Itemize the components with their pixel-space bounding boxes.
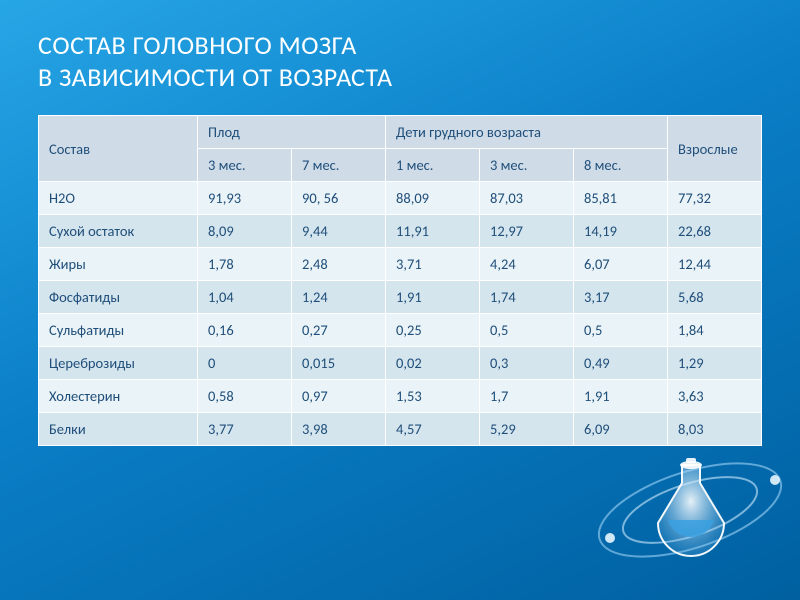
sub-7mo-fetus: 7 мес. [292, 149, 386, 182]
header-row-1: Состав Плод Дети грудного возраста Взрос… [39, 116, 762, 149]
cell: 11,91 [386, 215, 480, 248]
col-composition: Состав [39, 116, 198, 182]
cell: 4,24 [480, 248, 574, 281]
cell: 1,78 [198, 248, 292, 281]
row-label: Сульфатиды [39, 314, 198, 347]
cell: 3,77 [198, 413, 292, 446]
cell: 0,58 [198, 380, 292, 413]
cell: 1,91 [386, 281, 480, 314]
cell: 0,5 [573, 314, 667, 347]
cell: 0,015 [292, 347, 386, 380]
cell: 0,25 [386, 314, 480, 347]
cell: 3,98 [292, 413, 386, 446]
cell: 0,27 [292, 314, 386, 347]
cell: 1,04 [198, 281, 292, 314]
cell: 88,09 [386, 182, 480, 215]
title-line-2: В ЗАВИСИМОСТИ ОТ ВОЗРАСТА [38, 61, 393, 93]
cell: 12,97 [480, 215, 574, 248]
table-row: Цереброзиды 0 0,015 0,02 0,3 0,49 1,29 [39, 347, 762, 380]
sub-8mo-infant: 8 мес. [573, 149, 667, 182]
table-row: Холестерин 0,58 0,97 1,53 1,7 1,91 3,63 [39, 380, 762, 413]
cell: 8,09 [198, 215, 292, 248]
cell: 0,49 [573, 347, 667, 380]
cell: 1,91 [573, 380, 667, 413]
row-label: Холестерин [39, 380, 198, 413]
col-infants: Дети грудного возраста [386, 116, 668, 149]
cell: 1,74 [480, 281, 574, 314]
cell: 14,19 [573, 215, 667, 248]
cell: 8,03 [667, 413, 761, 446]
cell: 9,44 [292, 215, 386, 248]
cell: 6,09 [573, 413, 667, 446]
cell: 22,68 [667, 215, 761, 248]
cell: 5,29 [480, 413, 574, 446]
sub-3mo-fetus: 3 мес. [198, 149, 292, 182]
cell: 3,17 [573, 281, 667, 314]
title-line-1: СОСТАВ ГОЛОВНОГО МОЗГА [38, 29, 357, 61]
cell: 91,93 [198, 182, 292, 215]
cell: 1,29 [667, 347, 761, 380]
cell: 0,3 [480, 347, 574, 380]
cell: 77,32 [667, 182, 761, 215]
cell: 0 [198, 347, 292, 380]
table-row: Белки 3,77 3,98 4,57 5,29 6,09 8,03 [39, 413, 762, 446]
col-fetus: Плод [198, 116, 386, 149]
row-label: Жиры [39, 248, 198, 281]
cell: 85,81 [573, 182, 667, 215]
cell: 0,97 [292, 380, 386, 413]
cell: 1,53 [386, 380, 480, 413]
cell: 0,5 [480, 314, 574, 347]
cell: 5,68 [667, 281, 761, 314]
sub-3mo-infant: 3 мес. [480, 149, 574, 182]
cell: 0,16 [198, 314, 292, 347]
col-adults: Взрослые [667, 116, 761, 182]
table-row: Фосфатиды 1,04 1,24 1,91 1,74 3,17 5,68 [39, 281, 762, 314]
cell: 3,71 [386, 248, 480, 281]
cell: 12,44 [667, 248, 761, 281]
table-row: Н2О 91,93 90, 56 88,09 87,03 85,81 77,32 [39, 182, 762, 215]
row-label: Цереброзиды [39, 347, 198, 380]
composition-table: Состав Плод Дети грудного возраста Взрос… [38, 115, 762, 446]
cell: 3,63 [667, 380, 761, 413]
table-row: Сухой остаток 8,09 9,44 11,91 12,97 14,1… [39, 215, 762, 248]
row-label: Н2О [39, 182, 198, 215]
cell: 90, 56 [292, 182, 386, 215]
cell: 6,07 [573, 248, 667, 281]
composition-table-container: Состав Плод Дети грудного возраста Взрос… [38, 115, 762, 446]
row-label: Фосфатиды [39, 281, 198, 314]
slide-title: СОСТАВ ГОЛОВНОГО МОЗГА В ЗАВИСИМОСТИ ОТ … [0, 0, 800, 115]
row-label: Сухой остаток [39, 215, 198, 248]
sub-1mo-infant: 1 мес. [386, 149, 480, 182]
cell: 1,84 [667, 314, 761, 347]
cell: 2,48 [292, 248, 386, 281]
table-row: Жиры 1,78 2,48 3,71 4,24 6,07 12,44 [39, 248, 762, 281]
cell: 0,02 [386, 347, 480, 380]
cell: 1,7 [480, 380, 574, 413]
table-row: Сульфатиды 0,16 0,27 0,25 0,5 0,5 1,84 [39, 314, 762, 347]
row-label: Белки [39, 413, 198, 446]
cell: 87,03 [480, 182, 574, 215]
cell: 1,24 [292, 281, 386, 314]
cell: 4,57 [386, 413, 480, 446]
